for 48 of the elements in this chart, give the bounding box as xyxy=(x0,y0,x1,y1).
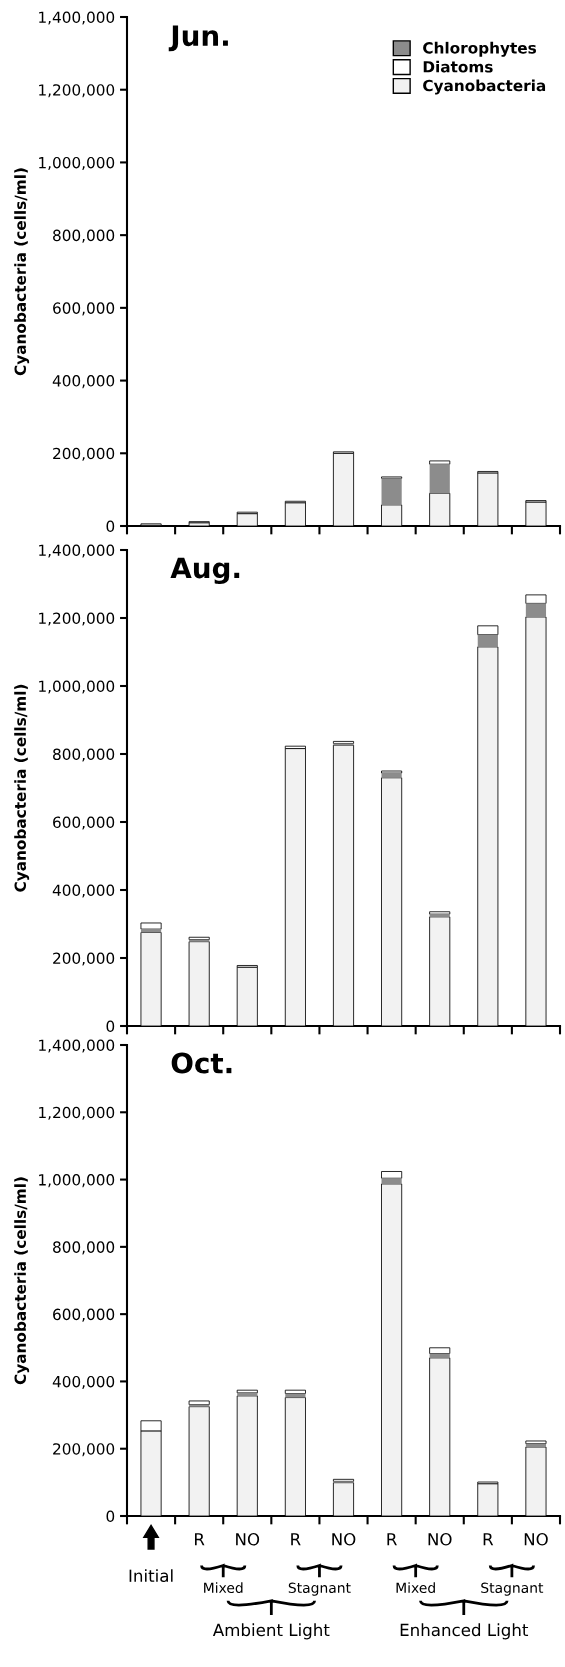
text: Ambient Light xyxy=(212,1623,330,1640)
text: Stagnant xyxy=(481,1582,544,1596)
y-tick-label: 1,200,000 xyxy=(39,84,115,98)
y-tick-label: 600,000 xyxy=(53,816,115,830)
y-axis-title: Cyanobacteria (cells/ml) xyxy=(14,1177,30,1385)
chart-title: Jun. xyxy=(168,25,228,52)
y-tick-label: 800,000 xyxy=(53,1241,115,1255)
y-axis-title: Cyanobacteria (cells/ml) xyxy=(14,168,30,376)
text: Mixed xyxy=(396,1582,435,1594)
y-tick-label: 600,000 xyxy=(53,1308,115,1322)
y-tick-label: 200,000 xyxy=(53,952,115,966)
x-tick-label: NO xyxy=(428,1532,452,1546)
x-tick-label: NO xyxy=(524,1532,548,1546)
y-tick-label: 1,400,000 xyxy=(39,544,115,558)
legend-label: Diatoms xyxy=(423,60,493,73)
text: Initial xyxy=(129,1569,173,1583)
x-tick-label: R xyxy=(195,1533,205,1546)
text: Enhanced Light xyxy=(400,1623,529,1640)
y-tick-label: 800,000 xyxy=(53,229,115,243)
y-tick-label: 1,000,000 xyxy=(39,1174,115,1188)
y-tick-label: 1,000,000 xyxy=(39,156,115,171)
y-tick-label: 1,400,000 xyxy=(39,1039,115,1053)
x-tick-label: R xyxy=(387,1533,397,1546)
y-tick-label: 1,200,000 xyxy=(39,612,115,626)
x-tick-label: NO xyxy=(236,1532,260,1546)
chart-title: Aug. xyxy=(170,557,240,585)
y-tick-label: 600,000 xyxy=(53,302,115,316)
y-tick-label: 200,000 xyxy=(53,447,115,461)
legend-label: Cyanobacteria xyxy=(423,79,546,95)
x-tick-label: R xyxy=(483,1533,494,1546)
legend-label: Chlorophytes xyxy=(423,41,536,57)
y-tick-label: 400,000 xyxy=(52,884,115,898)
y-tick-label: 0 xyxy=(106,1510,115,1523)
text: Stagnant xyxy=(288,1582,351,1596)
y-tick-label: 400,000 xyxy=(52,1375,115,1390)
y-tick-label: 1,400,000 xyxy=(39,11,115,25)
y-tick-label: 400,000 xyxy=(52,375,115,389)
y-tick-label: 1,200,000 xyxy=(39,1106,115,1120)
x-tick-label: R xyxy=(291,1533,301,1546)
text: Mixed xyxy=(204,1582,243,1594)
x-tick-label: NO xyxy=(332,1532,356,1546)
y-tick-label: 800,000 xyxy=(53,748,115,762)
y-tick-label: 0 xyxy=(106,1020,115,1033)
y-axis-title: Cyanobacteria (cells/ml) xyxy=(14,684,30,892)
y-tick-label: 0 xyxy=(106,520,115,533)
chart-title: Oct. xyxy=(171,1052,232,1074)
y-tick-label: 1,000,000 xyxy=(39,680,115,694)
y-tick-label: 200,000 xyxy=(53,1443,115,1457)
